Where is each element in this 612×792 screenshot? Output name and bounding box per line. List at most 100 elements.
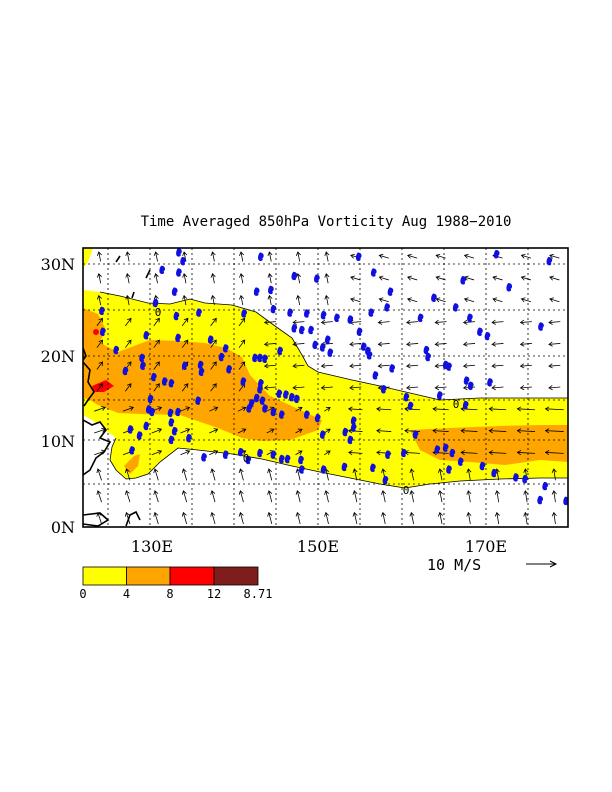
- vorticity-fill-8-12: [92, 380, 114, 392]
- wind-vector: [295, 450, 303, 456]
- wind-vector: [295, 490, 301, 503]
- wind-vector: [434, 385, 447, 391]
- colorbar-label: 4: [123, 587, 130, 601]
- wind-vector: [494, 511, 500, 525]
- wind-vector: [267, 273, 273, 284]
- wind-vector: [96, 511, 102, 525]
- wind-vector: [435, 297, 446, 303]
- wind-vector: [295, 251, 301, 262]
- wind-vector: [350, 275, 361, 281]
- wind-vector: [96, 361, 104, 370]
- wind-vector: [378, 253, 389, 259]
- wind-vector: [494, 490, 500, 503]
- cyclone-marker: [417, 313, 424, 323]
- wind-vector: [349, 385, 362, 391]
- cyclone-marker: [167, 408, 174, 418]
- cyclone-marker: [176, 268, 182, 277]
- contour-label-zero: 0: [243, 452, 250, 465]
- wind-vector: [466, 511, 472, 525]
- wind-vector: [153, 511, 159, 525]
- cyclone-marker: [240, 377, 247, 386]
- wind-vector: [409, 490, 415, 503]
- wind-vector: [238, 511, 244, 525]
- wind-vector: [516, 450, 535, 456]
- wind-vector: [350, 297, 361, 303]
- coastline-borneo: [83, 512, 110, 527]
- cyclone-marker: [299, 465, 305, 474]
- wind-vector: [267, 490, 273, 503]
- wind-vector: [153, 383, 160, 392]
- wind-vector: [292, 341, 305, 347]
- cyclone-marker: [258, 252, 264, 262]
- wind-vector: [378, 297, 389, 303]
- wind-vector: [549, 275, 560, 281]
- cyclone-marker: [147, 394, 154, 404]
- cyclone-marker: [350, 416, 357, 425]
- cyclone-marker: [222, 344, 229, 353]
- cyclone-marker: [360, 342, 367, 351]
- cyclone-marker: [218, 352, 225, 362]
- wind-vector: [239, 251, 245, 262]
- cyclone-marker: [136, 431, 143, 440]
- wind-vector: [548, 385, 561, 391]
- cyclone-marker: [513, 473, 519, 482]
- wind-vector: [96, 251, 102, 262]
- y-tick-label: 30N: [41, 255, 75, 274]
- vorticity-fill-4-8-north: [83, 308, 106, 348]
- wind-vector: [96, 490, 102, 503]
- vector-reference-arrow: [526, 560, 558, 568]
- cyclone-marker: [368, 308, 375, 317]
- wind-vector: [238, 490, 244, 503]
- wind-vector: [551, 490, 557, 503]
- wind-vector: [463, 253, 475, 259]
- wind-vector: [523, 490, 529, 503]
- cyclone-marker: [487, 378, 493, 387]
- wind-vector: [94, 427, 106, 434]
- y-tick-label: 20N: [41, 347, 75, 366]
- cyclone-marker: [288, 392, 295, 402]
- cyclone-marker: [506, 283, 513, 292]
- wind-vector: [460, 450, 478, 456]
- cyclone-marker: [294, 394, 300, 404]
- wind-vector: [210, 383, 217, 392]
- wind-vector: [124, 490, 131, 503]
- wind-vector: [209, 406, 219, 412]
- wind-vector: [181, 383, 189, 392]
- wind-vector: [466, 468, 472, 481]
- wind-vector: [544, 450, 564, 456]
- wind-vector: [239, 273, 245, 284]
- cyclone-marker: [319, 430, 326, 439]
- cyclone-marker: [320, 465, 327, 474]
- wind-vector: [295, 406, 303, 412]
- wind-vector: [523, 511, 529, 525]
- cyclone-marker: [491, 468, 498, 478]
- cyclone-marker: [176, 248, 182, 257]
- wind-vector: [210, 294, 216, 306]
- wind-vector: [516, 406, 535, 412]
- wind-vector: [544, 406, 564, 412]
- wind-vector: [406, 363, 419, 369]
- cyclone-marker: [270, 407, 277, 417]
- wind-vector: [352, 468, 358, 481]
- vorticity-fill-8-12-spot: [93, 329, 99, 335]
- wind-vector: [488, 406, 507, 412]
- colorbar-swatch: [82, 566, 127, 586]
- wind-vector: [460, 428, 478, 434]
- wind-vector: [210, 361, 217, 370]
- wind-vector: [491, 385, 504, 391]
- wind-vector: [544, 428, 564, 434]
- contour-label-zero: 0: [155, 306, 162, 319]
- wind-vector: [295, 294, 301, 306]
- cyclone-marker: [284, 454, 291, 464]
- cyclone-marker: [463, 376, 470, 385]
- wind-vector: [520, 297, 532, 303]
- cyclone-marker: [262, 354, 268, 364]
- wind-vector: [406, 385, 419, 391]
- cyclone-marker: [389, 364, 396, 373]
- cyclone-marker: [366, 351, 373, 360]
- wind-vector: [181, 490, 188, 503]
- cyclone-marker: [270, 304, 277, 314]
- wind-vector: [263, 363, 277, 369]
- wind-vector: [519, 341, 532, 347]
- zero-contour-north: [99, 291, 568, 401]
